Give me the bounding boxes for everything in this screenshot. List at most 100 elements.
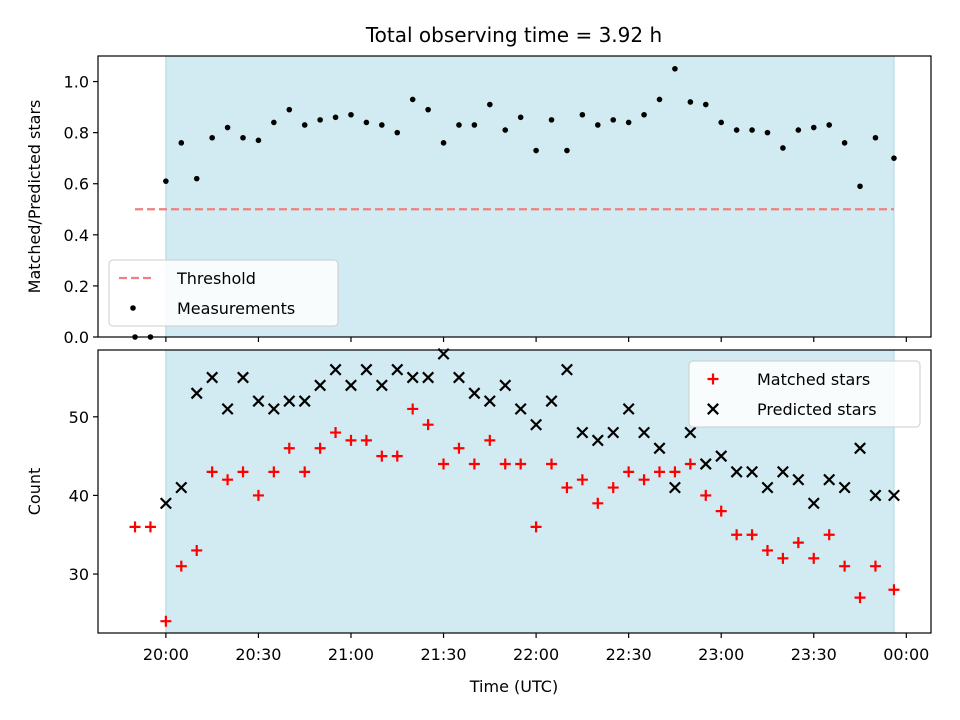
data-point (348, 111, 354, 118)
data-point (206, 371, 219, 384)
data-point (471, 122, 478, 128)
series-predicted-stars (159, 347, 900, 510)
data-point (869, 560, 881, 572)
legend-key-marker (130, 305, 136, 311)
data-point (345, 379, 357, 392)
data-point (699, 458, 712, 470)
data-point (237, 466, 249, 478)
data-point (530, 521, 542, 533)
data-point (623, 466, 635, 478)
data-point (700, 489, 712, 501)
legend-label: Matched stars (757, 370, 870, 389)
data-point (240, 134, 246, 141)
x-tick-label: 20:30 (235, 645, 281, 664)
data-point (548, 117, 555, 123)
data-point (576, 474, 588, 486)
data-point (468, 458, 480, 470)
x-tick-label: 22:30 (606, 645, 652, 664)
data-point (314, 442, 326, 454)
data-point (826, 122, 832, 128)
count-panel: 20:00 20:30 21:00 21:30 22:00 22:30 23:00 23:30… (25, 347, 932, 664)
data-point (764, 129, 771, 136)
data-point (888, 489, 900, 502)
data-point (206, 466, 218, 478)
data-point (163, 178, 169, 184)
data-point (286, 106, 293, 113)
data-point (129, 521, 141, 533)
data-point (484, 434, 496, 446)
x-tick-label: 20:00 (143, 645, 189, 664)
data-point (530, 418, 543, 431)
legend-label: Threshold (176, 269, 256, 288)
data-point (160, 615, 172, 627)
data-point (515, 458, 527, 470)
y-tick-label: 0.4 (64, 226, 89, 245)
data-point (654, 466, 666, 478)
data-point (224, 124, 231, 131)
y-axis-label: Count (25, 468, 44, 516)
data-point (610, 117, 617, 123)
data-point (330, 427, 342, 439)
data-point (453, 442, 465, 454)
series-matched-stars (129, 403, 900, 627)
data-point (810, 124, 817, 131)
data-point (761, 481, 774, 494)
x-tick-label: 23:00 (698, 645, 744, 664)
data-point (546, 458, 558, 470)
data-point (175, 560, 187, 572)
data-point (823, 529, 835, 541)
data-point (456, 122, 462, 128)
data-point (283, 442, 295, 454)
data-point (560, 363, 573, 376)
data-point (422, 371, 435, 384)
data-point (749, 127, 755, 133)
data-point (159, 497, 172, 510)
ratio-panel: 0.0 0.2 0.4 0.6 0.8 1.0 Matched/Predicted star… (25, 55, 932, 347)
legend-label: Measurements (177, 299, 295, 318)
data-point (564, 147, 570, 154)
data-point (795, 127, 802, 133)
data-point (641, 111, 647, 118)
data-point (190, 387, 203, 400)
data-point (622, 402, 635, 415)
data-point (191, 544, 203, 556)
data-point (669, 466, 681, 478)
legend-box (108, 259, 339, 327)
data-point (301, 122, 308, 128)
data-point (468, 387, 481, 400)
data-point (808, 552, 820, 564)
legend-key-marker (707, 403, 719, 415)
data-point (533, 147, 539, 154)
y-axis-label: Matched/Predicted stars (25, 100, 44, 294)
data-point (576, 426, 589, 439)
data-point (684, 458, 696, 470)
data-point (363, 119, 370, 126)
y-tick-label: 1.0 (64, 73, 89, 92)
data-point (857, 183, 863, 190)
legend-label: Predicted stars (757, 400, 877, 419)
data-point (517, 114, 524, 121)
y-tick-label: 30 (69, 565, 89, 584)
data-point (718, 119, 725, 126)
data-point (869, 489, 882, 502)
data-point (730, 465, 743, 478)
data-point (255, 137, 262, 144)
data-point (672, 65, 678, 72)
data-point (746, 465, 759, 478)
data-point (854, 442, 867, 455)
series-measurements (132, 65, 897, 340)
data-point (144, 521, 156, 533)
data-point (514, 402, 527, 415)
data-point (425, 106, 431, 113)
data-point (715, 450, 728, 463)
data-point (422, 419, 434, 431)
x-tick-label: 21:00 (328, 645, 374, 664)
data-point (394, 129, 401, 136)
legend: Threshold Measurements (108, 259, 339, 327)
data-point (391, 450, 403, 462)
data-point (792, 537, 804, 549)
data-point (607, 426, 620, 439)
data-point (360, 434, 372, 446)
data-point (702, 101, 709, 108)
